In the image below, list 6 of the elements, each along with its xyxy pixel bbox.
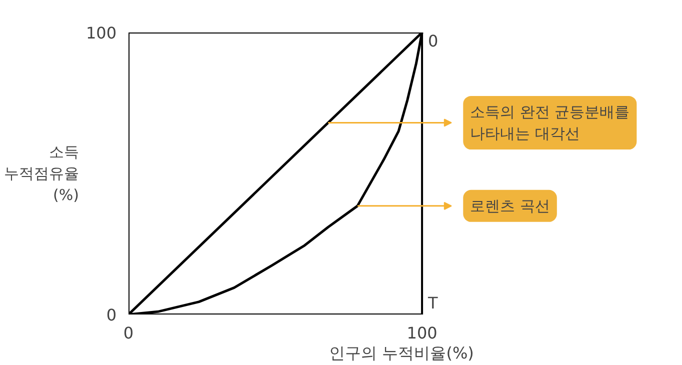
- text: 0: [428, 32, 438, 50]
- annotation: 소득의 완전 균등분배를 나타내는 대각선: [470, 102, 630, 143]
- x-axis-title: 인구의 누적비율(%): [329, 344, 474, 362]
- y-axis-title: 소득 누적점유율 (%): [4, 142, 79, 204]
- annotation: 로렌츠 곡선: [470, 196, 550, 215]
- text: T: [427, 294, 438, 312]
